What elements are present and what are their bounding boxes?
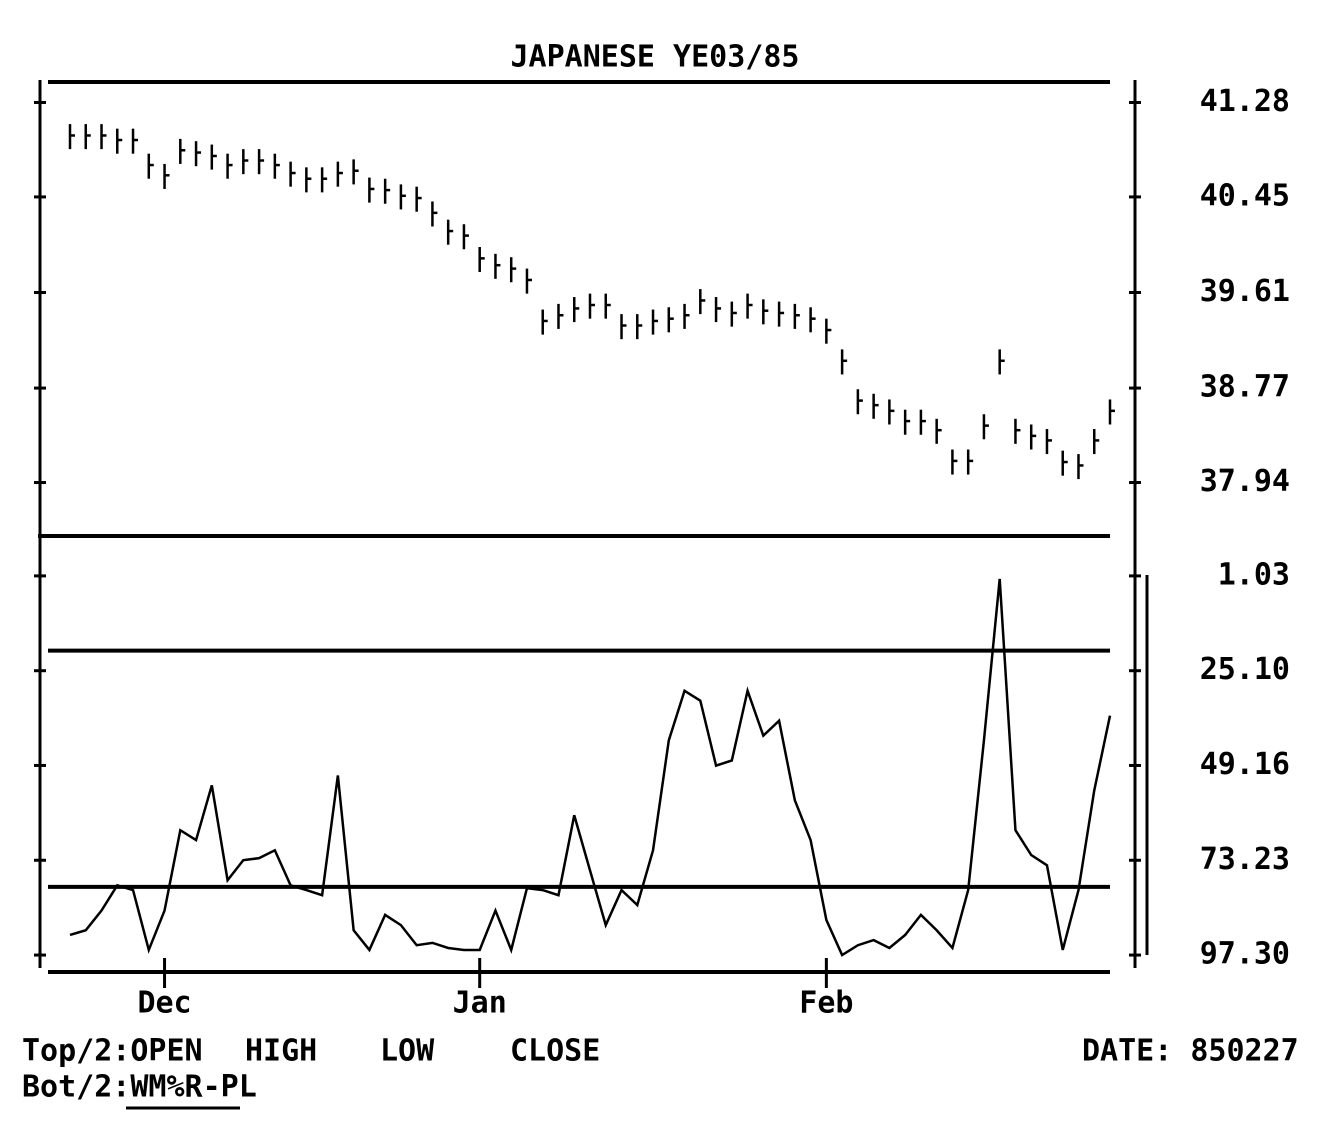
line-series [69,578,1112,957]
footer-high: HIGH [245,1034,317,1069]
y-tick-label: 25.10 [1200,652,1290,687]
chart-title: JAPANESE YE03/85 [511,40,800,75]
y-tick-label: 39.61 [1200,274,1290,309]
y-tick-label: 40.45 [1200,178,1290,213]
y-tick-label: 97.30 [1200,937,1290,972]
y-tick-label: 37.94 [1200,464,1290,499]
footer-date: DATE: 850227 [1082,1034,1299,1069]
y-tick-label: 38.77 [1200,370,1290,405]
y-tick-label: 73.23 [1200,842,1290,877]
footer-low: LOW [380,1034,435,1069]
footer-bottom: Bot/2:WM%R-PL [22,1070,257,1105]
x-tick-label: Dec [137,986,191,1021]
footer-close: CLOSE [510,1034,600,1069]
footer-top: Top/2:OPEN [22,1034,203,1069]
x-tick-label: Feb [799,986,853,1021]
x-tick-label: Jan [453,986,507,1021]
y-tick-label: 49.16 [1200,747,1290,782]
y-tick-label: 1.03 [1218,557,1290,592]
y-tick-label: 41.28 [1200,84,1290,119]
